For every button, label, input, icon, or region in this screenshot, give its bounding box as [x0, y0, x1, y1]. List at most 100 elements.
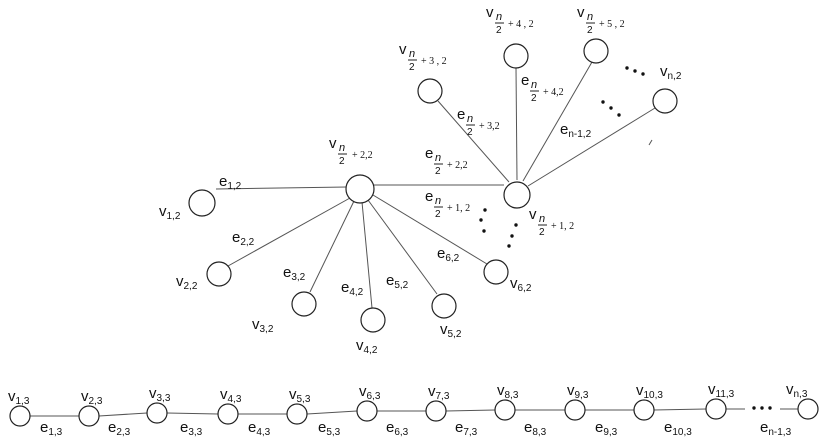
- ellipsis-dots: [479, 66, 653, 248]
- label-e42: e4,2: [341, 279, 364, 298]
- svg-text:2: 2: [339, 156, 345, 167]
- label-e32: e3,2: [283, 264, 306, 283]
- path-node-label: v10,3: [636, 382, 663, 401]
- path-node-v7-3: [425, 400, 447, 422]
- dots-top-3: [641, 72, 645, 76]
- dots-mid-2: [609, 106, 613, 110]
- path-ellipsis-dot: [752, 406, 756, 410]
- dots-mid-3: [617, 113, 621, 117]
- path-edge-label: e10,3: [664, 419, 692, 438]
- svg-text:+ 2,2: + 2,2: [352, 150, 373, 161]
- path-edge-label: e7,3: [455, 419, 478, 438]
- svg-text:+ 2,2: + 2,2: [447, 160, 468, 171]
- svg-text:n: n: [496, 11, 502, 23]
- path-edge-label: e5,3: [318, 419, 341, 438]
- svg-text:+ 1, 2: + 1, 2: [447, 203, 470, 214]
- path-node-v5-3: [286, 403, 308, 425]
- svg-text:+ 5 , 2: + 5 , 2: [599, 19, 625, 30]
- label-en1-2: en-1,2: [560, 121, 592, 140]
- upper-graph-edges: [215, 61, 656, 309]
- path-node-label: v1,3: [8, 388, 30, 407]
- svg-text:+ 1, 2: + 1, 2: [551, 221, 574, 232]
- path-edge-line: [306, 410, 358, 415]
- svg-text:2: 2: [435, 209, 441, 220]
- svg-text:2: 2: [587, 25, 593, 36]
- svg-text:n: n: [339, 142, 345, 154]
- svg-text:2: 2: [531, 93, 537, 104]
- svg-text:+ 3,2: + 3,2: [479, 121, 500, 132]
- edge-e62: [372, 194, 488, 265]
- edge-e22: [227, 197, 351, 267]
- edge-e32: [309, 200, 355, 293]
- dots-lower-2: [479, 218, 483, 222]
- path-edge-label: e1,3: [40, 419, 63, 438]
- svg-text:n: n: [467, 113, 473, 125]
- path-node-label: v7,3: [428, 383, 450, 402]
- edge-e12: [215, 186, 348, 190]
- node-v12: [188, 189, 216, 217]
- dots-lower-5: [510, 234, 514, 238]
- path-edge-label: e9,3: [595, 419, 618, 438]
- svg-text:2: 2: [467, 127, 473, 138]
- dots-lower-3: [482, 229, 486, 233]
- svg-text:v: v: [399, 41, 407, 58]
- path-edge-label: en-1,3: [760, 419, 792, 438]
- label-e-n4: e n 2 + 4,2: [521, 72, 564, 104]
- upper-graph-labels: v n 2 + 2,2 v n 2 + 1, 2 v1,2 v2,2 v3,2 …: [159, 4, 682, 356]
- path-edge-label: e8,3: [524, 419, 547, 438]
- path-edge-label: e6,3: [386, 419, 409, 438]
- svg-text:e: e: [425, 188, 433, 205]
- dots-mid-1: [601, 100, 605, 104]
- node-v62: [483, 259, 509, 285]
- path-node-v1-3: [9, 405, 31, 427]
- label-e-n2: e n 2 + 2,2: [425, 145, 468, 177]
- svg-text:2: 2: [435, 166, 441, 177]
- node-v52: [431, 293, 457, 319]
- node-hub-left: [345, 174, 375, 204]
- svg-text:2: 2: [409, 62, 415, 73]
- label-v62: v6,2: [510, 275, 532, 294]
- path-node-v6-3: [356, 400, 378, 422]
- path-node-label: v3,3: [149, 385, 171, 404]
- label-hub-left: v n 2 + 2,2: [329, 135, 373, 167]
- svg-text:n: n: [587, 11, 593, 23]
- svg-text:n: n: [435, 195, 441, 207]
- path-node-v11-3: [705, 398, 727, 420]
- path-node-v9-3: [564, 399, 586, 421]
- path-node-v4-3: [217, 403, 239, 425]
- svg-text:n: n: [409, 48, 415, 60]
- dots-lower-1: [483, 208, 487, 212]
- edge-e42: [361, 201, 373, 309]
- path-node-label: v6,3: [359, 383, 381, 402]
- svg-text:v: v: [577, 4, 585, 21]
- svg-text:n: n: [539, 213, 545, 225]
- path-node-label: v9,3: [567, 382, 589, 401]
- label-v42: v4,2: [356, 337, 378, 356]
- edge-to-vn2: [527, 107, 656, 187]
- node-vn5-2: [583, 38, 609, 64]
- label-e52: e5,2: [386, 272, 409, 291]
- dots-lower-6: [507, 244, 511, 248]
- label-vn3-2: v n 2 + 3 , 2: [399, 41, 447, 73]
- svg-text:+ 4,2: + 4,2: [543, 87, 564, 98]
- label-e-n1: e n 2 + 1, 2: [425, 188, 470, 220]
- path-node-label: v11,3: [708, 381, 735, 400]
- path-node-v3-3: [146, 402, 168, 424]
- label-e22: e2,2: [232, 229, 255, 248]
- bottom-path-graph: v1,3 v2,3 v3,3 v4,3 v5,3 v6,3 v7,3 v8,3 v9,3 v10,…: [8, 381, 819, 438]
- node-v22: [206, 261, 232, 287]
- path-edge-line: [98, 412, 148, 417]
- path-node-v8-3: [494, 399, 516, 421]
- svg-text:v: v: [486, 4, 494, 21]
- path-node-v2-3: [78, 405, 100, 427]
- node-v32: [291, 291, 317, 317]
- svg-text:+ 4 , 2: + 4 , 2: [508, 19, 534, 30]
- path-node-vn-3: [797, 398, 819, 420]
- svg-text:n: n: [531, 79, 537, 91]
- svg-text:v: v: [329, 135, 337, 152]
- path-edge-line: [445, 409, 496, 412]
- node-vn4-2: [503, 43, 529, 69]
- path-node-label: v5,3: [289, 386, 311, 405]
- path-edge-line: [653, 408, 707, 411]
